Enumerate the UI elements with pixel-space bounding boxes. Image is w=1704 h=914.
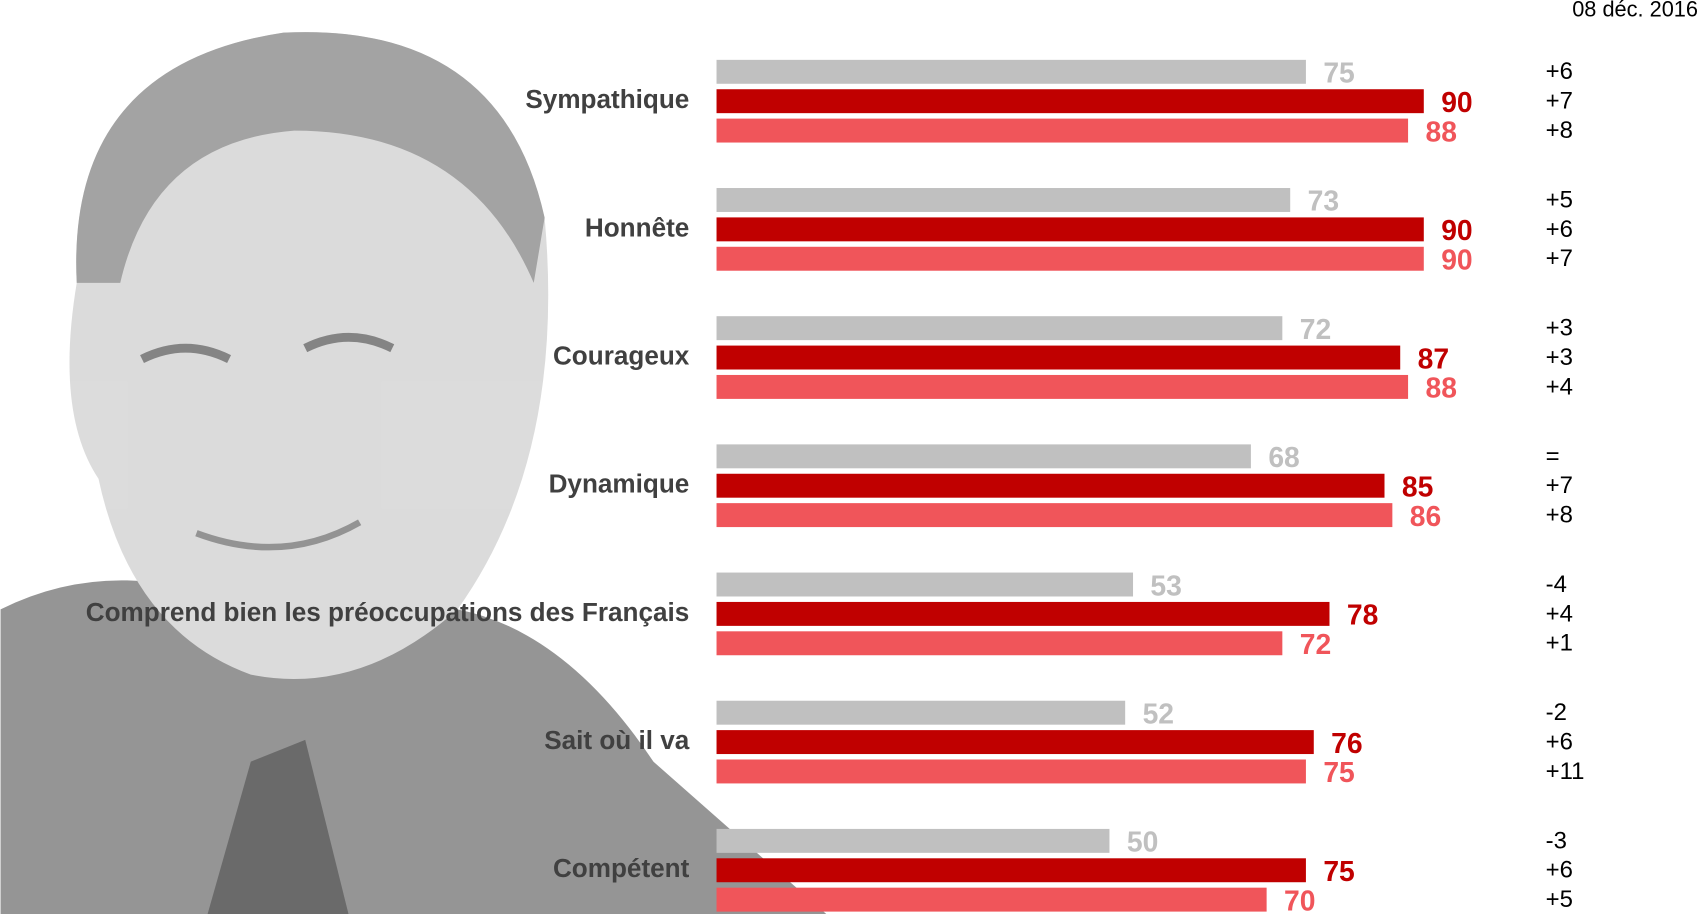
bar — [716, 572, 1134, 597]
value-label: 72 — [1300, 628, 1331, 660]
bar — [716, 631, 1283, 656]
change-label: +3 — [1546, 315, 1573, 342]
change-label: +1 — [1546, 630, 1573, 657]
category-label: Honnête — [585, 212, 689, 242]
bar — [716, 473, 1385, 498]
value-label: 90 — [1441, 214, 1472, 246]
value-label: 73 — [1308, 185, 1339, 217]
value-label: 78 — [1347, 599, 1378, 631]
bar — [716, 887, 1267, 912]
category-label: Courageux — [553, 340, 690, 370]
value-label: 88 — [1425, 372, 1456, 404]
category-label: Dynamique — [549, 469, 690, 499]
bar — [716, 444, 1251, 469]
value-label: 88 — [1425, 115, 1456, 147]
change-label: +6 — [1546, 216, 1573, 243]
bar — [716, 217, 1424, 242]
change-label: +4 — [1546, 373, 1573, 400]
category-label: Sait où il va — [544, 725, 690, 755]
change-label: -4 — [1546, 571, 1567, 598]
change-label: +4 — [1546, 600, 1573, 627]
change-label: +5 — [1546, 886, 1573, 913]
bar — [716, 730, 1314, 755]
value-label: 85 — [1402, 470, 1433, 502]
value-label: 75 — [1323, 855, 1354, 887]
date-annotation: 08 déc. 2016 — [1572, 0, 1698, 22]
bar — [716, 828, 1110, 853]
bar — [716, 759, 1306, 784]
change-label: +7 — [1546, 245, 1573, 272]
bar — [716, 700, 1126, 725]
change-label: +7 — [1546, 88, 1573, 115]
bar — [716, 188, 1291, 212]
category-label: Sympathique — [525, 84, 689, 114]
bar — [716, 374, 1409, 399]
value-label: 70 — [1284, 884, 1315, 914]
change-label: +11 — [1546, 758, 1585, 785]
value-label: 76 — [1331, 727, 1362, 759]
value-label: 50 — [1127, 826, 1158, 858]
value-label: 86 — [1410, 500, 1441, 532]
change-label: +6 — [1546, 728, 1573, 755]
value-label: 87 — [1418, 342, 1449, 374]
change-label: +3 — [1546, 344, 1573, 371]
value-label: 52 — [1143, 697, 1174, 729]
bar — [716, 89, 1424, 114]
change-label: -2 — [1546, 699, 1567, 726]
category-label: Compétent — [553, 853, 690, 883]
bar — [716, 246, 1424, 271]
change-label: +5 — [1546, 186, 1573, 213]
value-label: 90 — [1441, 243, 1472, 275]
change-label: +8 — [1546, 117, 1573, 144]
change-label: +8 — [1546, 502, 1573, 529]
change-label: +6 — [1546, 58, 1573, 85]
bar — [716, 503, 1393, 528]
background-photo — [0, 32, 827, 914]
value-label: 72 — [1300, 313, 1331, 345]
category-label: Comprend bien les préoccupations des Fra… — [86, 597, 690, 627]
value-label: 68 — [1268, 441, 1299, 473]
bar — [716, 316, 1283, 341]
value-label: 75 — [1323, 57, 1354, 89]
bar — [716, 118, 1409, 143]
value-label: 90 — [1441, 86, 1472, 118]
value-label: 75 — [1323, 756, 1354, 788]
change-label: -3 — [1546, 827, 1567, 854]
change-label: = — [1546, 443, 1560, 470]
bar — [716, 345, 1401, 370]
bar — [716, 858, 1306, 883]
change-label: +6 — [1546, 857, 1573, 884]
bar — [716, 59, 1306, 84]
change-label: +7 — [1546, 472, 1573, 499]
value-label: 53 — [1150, 569, 1181, 601]
bar — [716, 601, 1330, 626]
